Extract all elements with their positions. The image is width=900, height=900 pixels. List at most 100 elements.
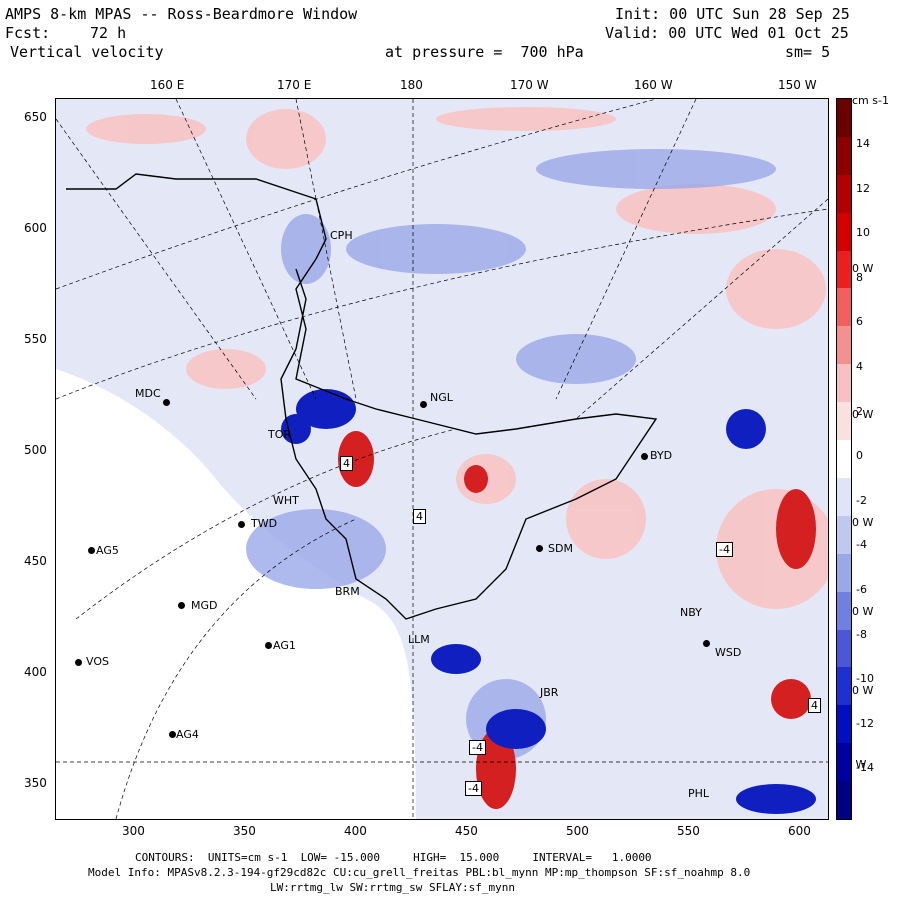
lon-label-170e: 170 E [277, 78, 312, 92]
x-tick-600: 600 [788, 824, 811, 838]
station-jbr: JBR [540, 686, 559, 699]
model-info: Model Info: MPASv8.2.3-194-gf29cd82c CU:… [88, 866, 751, 879]
colorbar-segment [837, 136, 851, 176]
vertical-velocity-field [56, 99, 828, 819]
lon-label-160w: 160 W [634, 78, 673, 92]
colorbar-segment [837, 553, 851, 593]
colorbar-segment [837, 440, 851, 479]
colorbar-units: cm s-1 [852, 94, 889, 107]
station-dot-ag5 [88, 547, 95, 554]
y-tick-600: 600 [24, 221, 47, 235]
colorbar-segment [837, 212, 851, 252]
colorbar [836, 98, 852, 820]
lon-label-150w: 150 W [778, 78, 817, 92]
contour-label: 4 [340, 456, 353, 471]
colorbar-tick-label: 12 [856, 181, 870, 195]
station-ag1: AG1 [273, 639, 296, 652]
colorbar-segment [837, 326, 851, 365]
station-nby: NBY [680, 606, 702, 619]
y-tick-350: 350 [24, 776, 47, 790]
station-twd: TWD [251, 517, 278, 530]
station-dot-twd [238, 521, 245, 528]
x-tick-450: 450 [455, 824, 478, 838]
station-dot-vos [75, 659, 82, 666]
y-tick-450: 450 [24, 554, 47, 568]
x-tick-550: 550 [677, 824, 700, 838]
colorbar-segment [837, 781, 851, 820]
x-tick-400: 400 [344, 824, 367, 838]
smoothing: sm= 5 [785, 43, 831, 61]
station-mdc: MDC [135, 387, 161, 400]
colorbar-tick-label: 14 [856, 137, 870, 150]
colorbar-segment [837, 743, 851, 782]
map-panel [55, 98, 829, 820]
colorbar-segment [837, 629, 851, 668]
colorbar-segment [837, 174, 851, 214]
contour-info: CONTOURS: UNITS=cm s-1 LOW= -15.000 HIGH… [135, 851, 652, 864]
pressure-level: at pressure = 700 hPa [385, 43, 584, 61]
station-wsd: WSD [715, 646, 742, 659]
station-byd: BYD [650, 449, 673, 462]
station-dot-mgd [178, 602, 185, 609]
colorbar-tick-label: -12 [856, 716, 874, 730]
station-dot-ag1 [265, 642, 272, 649]
station-mgd: MGD [191, 599, 218, 612]
colorbar-tick-label: -6 [856, 583, 867, 596]
colorbar-tick-label: 0 [856, 449, 863, 463]
station-cph: CPH [330, 229, 353, 242]
contour-label: -4 [716, 542, 733, 557]
colorbar-segment [837, 477, 851, 517]
station-tor: TOR [268, 428, 292, 441]
colorbar-segment [837, 288, 851, 327]
colorbar-tick-label: 8 [856, 270, 863, 284]
physics-info: LW:rrtmg_lw SW:rrtmg_sw SFLAY:sf_mynn [270, 881, 516, 894]
colorbar-tick-label: 4 [856, 360, 863, 373]
station-phl: PHL [688, 787, 710, 800]
colorbar-segment [837, 515, 851, 555]
station-dot-sdm [536, 545, 543, 552]
station-dot-wsd [703, 640, 710, 647]
colorbar-tick-label: 6 [856, 315, 863, 329]
lon-label-170w: 170 W [510, 78, 549, 92]
colorbar-segment [837, 402, 851, 441]
station-wht: WHT [273, 494, 299, 507]
colorbar-segment [837, 250, 851, 289]
station-ag4: AG4 [176, 728, 199, 741]
colorbar-segment [837, 364, 851, 403]
station-ag5: AG5 [96, 544, 119, 557]
x-tick-500: 500 [566, 824, 589, 838]
lon-label-160e: 160 E [150, 78, 185, 92]
station-sdm: SDM [548, 542, 573, 555]
colorbar-tick-label: -4 [856, 538, 867, 552]
y-tick-650: 650 [24, 110, 47, 124]
colorbar-segment [837, 591, 851, 631]
init-time: Init: 00 UTC Sun 28 Sep 25 [615, 5, 850, 23]
lon-label-180: 180 [400, 78, 423, 92]
station-dot-ngl [420, 401, 427, 408]
contour-label: -4 [465, 781, 482, 796]
y-tick-550: 550 [24, 332, 47, 346]
map-title: AMPS 8-km MPAS -- Ross-Beardmore Window [5, 5, 358, 23]
contour-label: 4 [808, 698, 821, 713]
y-tick-500: 500 [24, 443, 47, 457]
contour-label: 4 [413, 509, 426, 524]
contour-label: -4 [469, 740, 486, 755]
forecast-label: Fcst: [5, 24, 51, 42]
station-vos: VOS [86, 655, 109, 668]
colorbar-segment [837, 99, 851, 138]
station-brm: BRM [335, 585, 360, 598]
station-ngl: NGL [430, 391, 453, 404]
colorbar-tick-label: 10 [856, 226, 870, 240]
x-tick-300: 300 [122, 824, 145, 838]
colorbar-segment [837, 667, 851, 706]
station-dot-byd [641, 453, 648, 460]
y-tick-400: 400 [24, 665, 47, 679]
forecast-hour: 72 h [90, 24, 127, 42]
field-name: Vertical velocity [10, 43, 164, 61]
colorbar-tick-label: 2 [856, 404, 863, 418]
colorbar-tick-label: -10 [856, 672, 874, 686]
x-tick-350: 350 [233, 824, 256, 838]
station-dot-mdc [163, 399, 170, 406]
station-llm: LLM [408, 633, 430, 646]
station-dot-ag4 [169, 731, 176, 738]
